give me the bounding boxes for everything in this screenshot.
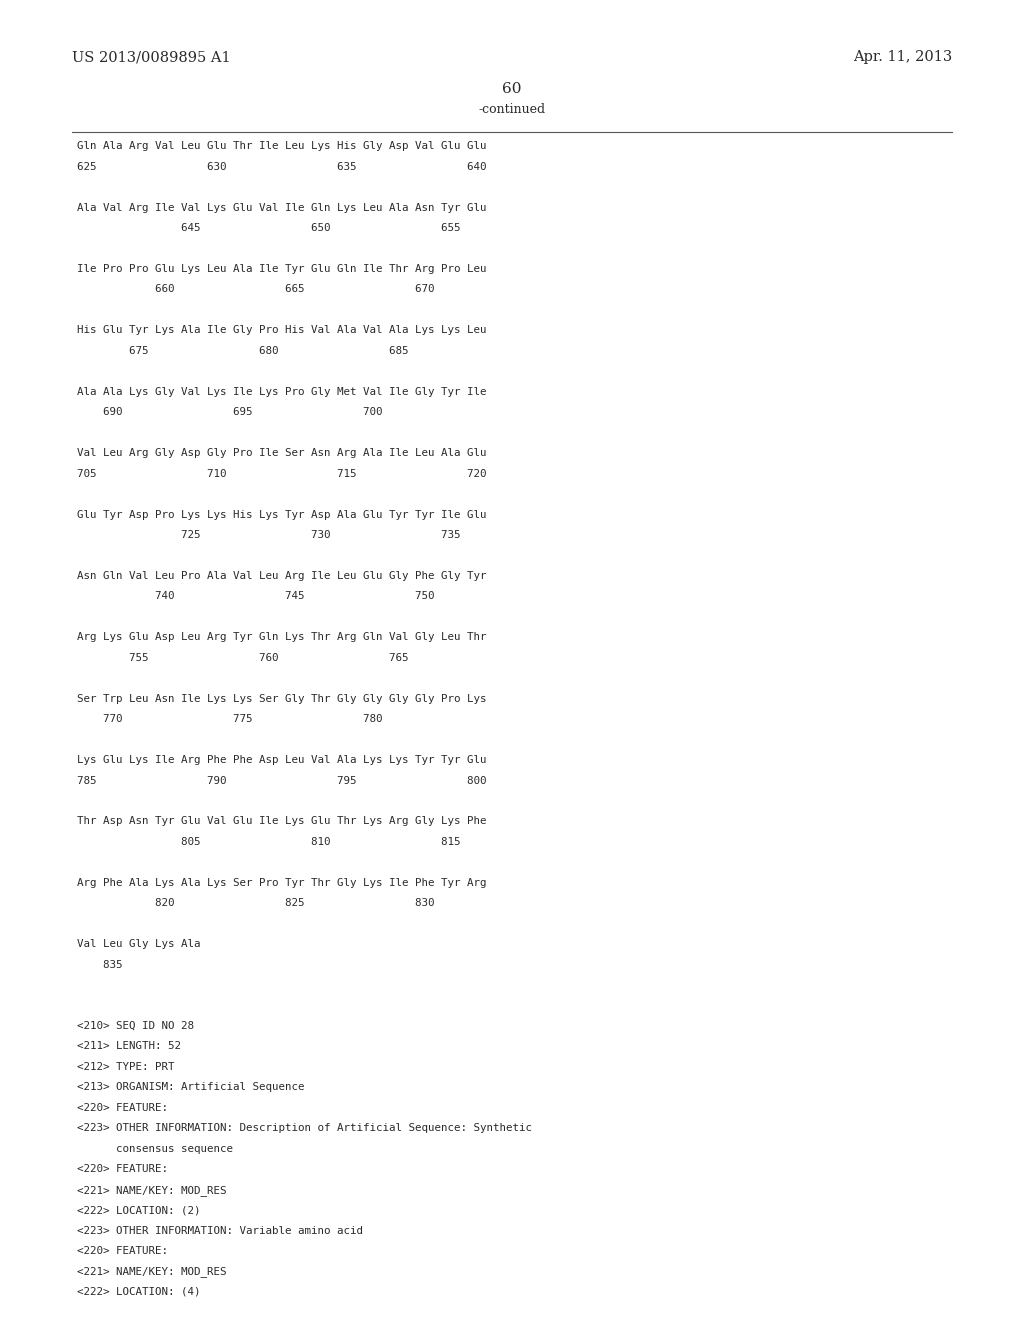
Text: 690                 695                 700: 690 695 700	[77, 407, 382, 417]
Text: 785                 790                 795                 800: 785 790 795 800	[77, 776, 486, 785]
Text: Ala Ala Lys Gly Val Lys Ile Lys Pro Gly Met Val Ile Gly Tyr Ile: Ala Ala Lys Gly Val Lys Ile Lys Pro Gly …	[77, 387, 486, 397]
Text: Val Leu Arg Gly Asp Gly Pro Ile Ser Asn Arg Ala Ile Leu Ala Glu: Val Leu Arg Gly Asp Gly Pro Ile Ser Asn …	[77, 447, 486, 458]
Text: <222> LOCATION: (4): <222> LOCATION: (4)	[77, 1287, 201, 1298]
Text: <210> SEQ ID NO 28: <210> SEQ ID NO 28	[77, 1022, 194, 1031]
Text: <221> NAME/KEY: MOD_RES: <221> NAME/KEY: MOD_RES	[77, 1267, 226, 1278]
Text: 740                 745                 750: 740 745 750	[77, 591, 434, 602]
Text: 60: 60	[502, 82, 522, 96]
Text: Ser Trp Leu Asn Ile Lys Lys Ser Gly Thr Gly Gly Gly Gly Pro Lys: Ser Trp Leu Asn Ile Lys Lys Ser Gly Thr …	[77, 694, 486, 704]
Text: -continued: -continued	[478, 103, 546, 116]
Text: Ile Pro Pro Glu Lys Leu Ala Ile Tyr Glu Gln Ile Thr Arg Pro Leu: Ile Pro Pro Glu Lys Leu Ala Ile Tyr Glu …	[77, 264, 486, 275]
Text: <220> FEATURE:: <220> FEATURE:	[77, 1246, 168, 1257]
Text: consensus sequence: consensus sequence	[77, 1143, 232, 1154]
Text: Arg Lys Glu Asp Leu Arg Tyr Gln Lys Thr Arg Gln Val Gly Leu Thr: Arg Lys Glu Asp Leu Arg Tyr Gln Lys Thr …	[77, 632, 486, 643]
Text: 645                 650                 655: 645 650 655	[77, 223, 461, 234]
Text: <223> OTHER INFORMATION: Variable amino acid: <223> OTHER INFORMATION: Variable amino …	[77, 1225, 362, 1236]
Text: His Glu Tyr Lys Ala Ile Gly Pro His Val Ala Val Ala Lys Lys Leu: His Glu Tyr Lys Ala Ile Gly Pro His Val …	[77, 325, 486, 335]
Text: 725                 730                 735: 725 730 735	[77, 529, 461, 540]
Text: <222> LOCATION: (2): <222> LOCATION: (2)	[77, 1205, 201, 1216]
Text: 835: 835	[77, 960, 122, 970]
Text: US 2013/0089895 A1: US 2013/0089895 A1	[72, 50, 230, 65]
Text: Asn Gln Val Leu Pro Ala Val Leu Arg Ile Leu Glu Gly Phe Gly Tyr: Asn Gln Val Leu Pro Ala Val Leu Arg Ile …	[77, 570, 486, 581]
Text: Val Leu Gly Lys Ala: Val Leu Gly Lys Ala	[77, 940, 201, 949]
Text: Lys Glu Lys Ile Arg Phe Phe Asp Leu Val Ala Lys Lys Tyr Tyr Glu: Lys Glu Lys Ile Arg Phe Phe Asp Leu Val …	[77, 755, 486, 766]
Text: <211> LENGTH: 52: <211> LENGTH: 52	[77, 1041, 181, 1052]
Text: 675                 680                 685: 675 680 685	[77, 346, 409, 356]
Text: <221> NAME/KEY: MOD_RES: <221> NAME/KEY: MOD_RES	[77, 1185, 226, 1196]
Text: Arg Phe Ala Lys Ala Lys Ser Pro Tyr Thr Gly Lys Ile Phe Tyr Arg: Arg Phe Ala Lys Ala Lys Ser Pro Tyr Thr …	[77, 878, 486, 888]
Text: Ala Val Arg Ile Val Lys Glu Val Ile Gln Lys Leu Ala Asn Tyr Glu: Ala Val Arg Ile Val Lys Glu Val Ile Gln …	[77, 202, 486, 213]
Text: 660                 665                 670: 660 665 670	[77, 285, 434, 294]
Text: 805                 810                 815: 805 810 815	[77, 837, 461, 847]
Text: 770                 775                 780: 770 775 780	[77, 714, 382, 725]
Text: 820                 825                 830: 820 825 830	[77, 898, 434, 908]
Text: Gln Ala Arg Val Leu Glu Thr Ile Leu Lys His Gly Asp Val Glu Glu: Gln Ala Arg Val Leu Glu Thr Ile Leu Lys …	[77, 141, 486, 152]
Text: <223> OTHER INFORMATION: Description of Artificial Sequence: Synthetic: <223> OTHER INFORMATION: Description of …	[77, 1123, 531, 1134]
Text: <213> ORGANISM: Artificial Sequence: <213> ORGANISM: Artificial Sequence	[77, 1082, 304, 1093]
Text: Apr. 11, 2013: Apr. 11, 2013	[853, 50, 952, 65]
Text: Glu Tyr Asp Pro Lys Lys His Lys Tyr Asp Ala Glu Tyr Tyr Ile Glu: Glu Tyr Asp Pro Lys Lys His Lys Tyr Asp …	[77, 510, 486, 520]
Text: Thr Asp Asn Tyr Glu Val Glu Ile Lys Glu Thr Lys Arg Gly Lys Phe: Thr Asp Asn Tyr Glu Val Glu Ile Lys Glu …	[77, 816, 486, 826]
Text: <220> FEATURE:: <220> FEATURE:	[77, 1104, 168, 1113]
Text: 705                 710                 715                 720: 705 710 715 720	[77, 469, 486, 479]
Text: <212> TYPE: PRT: <212> TYPE: PRT	[77, 1061, 174, 1072]
Text: 755                 760                 765: 755 760 765	[77, 652, 409, 663]
Text: <220> FEATURE:: <220> FEATURE:	[77, 1164, 168, 1175]
Text: 625                 630                 635                 640: 625 630 635 640	[77, 161, 486, 172]
